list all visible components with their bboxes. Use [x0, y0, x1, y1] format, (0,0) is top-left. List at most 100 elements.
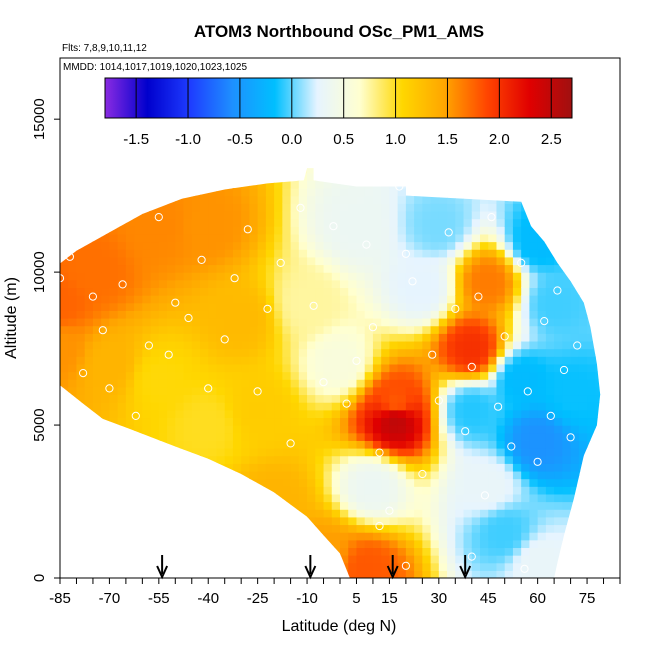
heatmap-cell [323, 409, 333, 419]
heatmap-cell [232, 524, 242, 533]
heatmap-cell [60, 448, 69, 457]
x-tick-label: 30 [430, 590, 447, 607]
heatmap-cell [265, 516, 275, 526]
heatmap-cell [323, 356, 333, 365]
heatmap-cell [200, 356, 209, 365]
heatmap-cell [521, 409, 531, 419]
heatmap-cell [397, 417, 407, 426]
heatmap-cell [562, 157, 571, 165]
heatmap-cell [150, 363, 160, 373]
heatmap-cell [364, 168, 374, 174]
heatmap-cell [348, 470, 358, 480]
heatmap-cell [290, 501, 300, 510]
heatmap-cell [587, 547, 596, 556]
heatmap-cell [232, 509, 242, 518]
heatmap-cell [249, 425, 259, 434]
heatmap-cell [348, 272, 358, 281]
heatmap-cell [504, 180, 514, 189]
heatmap-cell [323, 425, 333, 434]
heatmap-cell [175, 501, 185, 510]
heatmap-cell [422, 440, 432, 449]
heatmap-cell [282, 463, 292, 472]
heatmap-cell [101, 524, 111, 533]
heatmap-cell [183, 363, 193, 373]
heatmap-cell [167, 516, 176, 526]
heatmap-cell [604, 303, 613, 311]
heatmap-cell [356, 501, 366, 510]
heatmap-cell [455, 249, 465, 258]
heatmap-cell [158, 256, 168, 266]
heatmap-cell [241, 203, 251, 212]
heatmap-cell [438, 463, 448, 472]
heatmap-cell [331, 340, 341, 350]
heatmap-cell [554, 333, 563, 342]
heatmap-cell [265, 562, 275, 571]
heatmap-cell [265, 524, 275, 533]
heatmap-cell [101, 195, 111, 204]
heatmap-cell [134, 318, 143, 327]
heatmap-cell [595, 547, 601, 556]
heatmap-cell [463, 440, 473, 449]
heatmap-cell [331, 279, 341, 289]
heatmap-cell [191, 417, 201, 426]
heatmap-cell [331, 226, 341, 235]
heatmap-cell [512, 516, 522, 526]
heatmap-cell [191, 210, 201, 220]
heatmap-cell [200, 425, 209, 434]
heatmap-cell [200, 157, 209, 165]
sample-point [428, 350, 437, 359]
heatmap-cell [282, 425, 292, 434]
heatmap-cell [150, 249, 160, 258]
sample-point [474, 292, 483, 301]
heatmap-cell [298, 226, 308, 235]
heatmap-cell [109, 440, 119, 449]
heatmap-cell [92, 425, 102, 434]
heatmap-cell [537, 440, 547, 449]
heatmap-cell [109, 302, 119, 311]
heatmap-cell [216, 233, 226, 243]
heatmap-cell [315, 524, 325, 533]
heatmap-cell [232, 493, 242, 503]
heatmap-cell [60, 417, 61, 426]
heatmap-cell [241, 532, 251, 541]
heatmap-cell [117, 448, 127, 457]
heatmap-cell [175, 432, 185, 441]
heatmap-cell [480, 356, 489, 365]
heatmap-cell [167, 264, 176, 273]
heatmap-cell [290, 363, 300, 373]
heatmap-cell [307, 233, 316, 243]
heatmap-cell [184, 150, 193, 158]
heatmap-cell [430, 172, 440, 181]
heatmap-cell [512, 333, 522, 342]
heatmap-cell [134, 256, 143, 266]
heatmap-cell [92, 356, 102, 365]
heatmap-cell [315, 279, 325, 289]
heatmap-cell [463, 302, 473, 311]
heatmap-cell [241, 516, 251, 526]
heatmap-cell [389, 150, 398, 158]
heatmap-cell [381, 363, 391, 373]
heatmap-cell [76, 318, 86, 327]
heatmap-cell [447, 195, 456, 204]
heatmap-cell [134, 279, 143, 289]
heatmap-cell [257, 562, 267, 571]
heatmap-cell [142, 168, 152, 174]
heatmap-cell [595, 210, 601, 220]
heatmap-cell [356, 547, 366, 556]
heatmap-cell [249, 524, 259, 533]
heatmap-cell [200, 524, 209, 533]
heatmap-cell [348, 394, 358, 403]
heatmap-cell [60, 279, 61, 289]
heatmap-cell [405, 256, 415, 266]
heatmap-cell [521, 356, 531, 365]
heatmap-cell [438, 448, 448, 457]
heatmap-cell [372, 310, 382, 319]
heatmap-cell [125, 195, 135, 204]
heatmap-cell [381, 409, 391, 419]
heatmap-cell [595, 180, 601, 189]
heatmap-cell [348, 218, 358, 227]
heatmap-cell [27, 364, 36, 372]
heatmap-cell [480, 150, 489, 158]
heatmap-cell [257, 333, 267, 342]
heatmap-cell [175, 325, 185, 334]
